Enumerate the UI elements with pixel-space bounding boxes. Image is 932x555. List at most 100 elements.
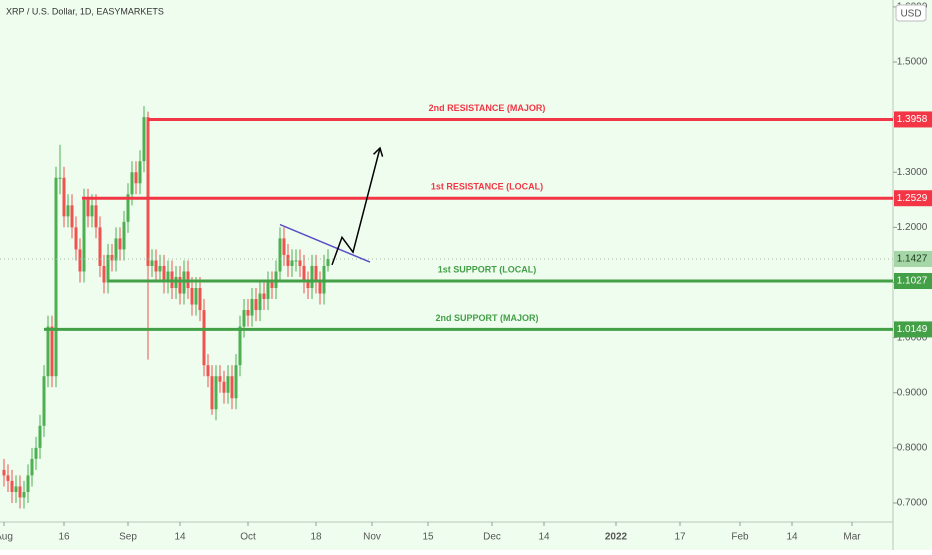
candle-body: [310, 265, 314, 289]
x-tick-label: 17: [674, 532, 686, 543]
x-tick-label: Mar: [843, 532, 861, 543]
candle-body: [22, 491, 26, 498]
candle-body: [198, 288, 202, 311]
level-name: 1st RESISTANCE (LOCAL): [431, 182, 543, 192]
candle-body: [62, 177, 66, 217]
candle-body: [14, 486, 18, 492]
candle-body: [314, 265, 318, 283]
level-name: 1st SUPPORT (LOCAL): [438, 264, 537, 274]
candle-body: [158, 265, 162, 272]
x-tick-label: Dec: [483, 532, 501, 543]
candle-body: [262, 293, 266, 300]
x-tick-label: 2022: [605, 532, 628, 543]
candle-body: [222, 381, 226, 393]
candle-body: [166, 271, 170, 283]
x-tick-label: Aug: [0, 532, 13, 543]
candle-body: [46, 326, 50, 377]
candle-body: [250, 299, 254, 316]
candle-body: [202, 310, 206, 366]
level-price-box: [894, 111, 932, 128]
candle-body: [286, 254, 290, 266]
candle-body: [26, 475, 30, 492]
x-tick-label: 15: [422, 532, 434, 543]
level-name: 2nd RESISTANCE (MAJOR): [429, 103, 546, 113]
currency-badge: [895, 4, 927, 22]
candle-body: [134, 172, 138, 184]
candle-body: [254, 299, 258, 311]
x-tick-label: Sep: [119, 532, 137, 543]
candle-body: [18, 486, 22, 498]
candle-body: [282, 238, 286, 255]
candle-body: [178, 276, 182, 294]
candle-body: [326, 258, 330, 266]
current-price-box: [894, 250, 932, 267]
currency-label: USD: [900, 9, 921, 20]
projection-arrow: [331, 147, 381, 266]
x-tick-label: Oct: [240, 532, 256, 543]
candle-body: [94, 205, 98, 228]
candle-body: [106, 254, 110, 283]
candle-body: [190, 288, 194, 305]
candle-body: [258, 293, 262, 311]
candle-body: [214, 376, 218, 410]
candle-body: [38, 425, 42, 448]
candle-body: [230, 376, 234, 399]
level-price-box: [894, 321, 932, 338]
candle-body: [298, 260, 302, 266]
candle-body: [86, 199, 90, 217]
y-tick-label: 1.3000: [897, 167, 928, 178]
candle-body: [162, 265, 166, 283]
candle-body: [138, 161, 142, 184]
candle-body: [50, 326, 54, 377]
candle-body: [226, 376, 230, 393]
candle-body: [242, 310, 246, 327]
candle-body: [102, 265, 106, 283]
candle-body: [122, 221, 126, 250]
candle-body: [2, 469, 6, 476]
trendline: [279, 223, 371, 263]
candle-body: [306, 282, 310, 289]
candle-body: [154, 260, 158, 272]
level-price-label: 1.0149: [897, 324, 928, 335]
y-tick-label: 0.8000: [897, 443, 928, 454]
candle-body: [206, 365, 210, 377]
candle-body: [246, 310, 250, 316]
candle-body: [74, 227, 78, 250]
level-price-label: 1.2529: [897, 193, 928, 204]
candle-body: [218, 376, 222, 382]
candle-body: [110, 254, 114, 261]
candle-body: [70, 205, 74, 228]
candle-body: [78, 249, 82, 272]
y-tick-label: 0.7000: [897, 498, 928, 509]
candle-body: [194, 288, 198, 305]
x-tick-label: 18: [310, 532, 322, 543]
x-tick-label: 14: [174, 532, 186, 543]
x-tick-label: 16: [58, 532, 70, 543]
x-tick-label: Nov: [363, 532, 381, 543]
candle-body: [234, 365, 238, 399]
x-tick-label: 14: [538, 532, 550, 543]
candle-body: [114, 238, 118, 261]
candle-body: [34, 447, 38, 459]
y-tick-label: 0.9000: [897, 387, 928, 398]
candle-body: [318, 282, 322, 294]
y-tick-label: 1.2000: [897, 222, 928, 233]
candle-body: [90, 205, 94, 217]
candle-body: [130, 172, 134, 195]
candle-body: [270, 282, 274, 289]
level-price-label: 1.1027: [897, 276, 928, 287]
candle-body: [290, 260, 294, 266]
candle-body: [10, 480, 14, 492]
y-tick-label: 1.5000: [897, 57, 928, 68]
candle-body: [54, 177, 58, 377]
level-name: 2nd SUPPORT (MAJOR): [435, 313, 538, 323]
candle-body: [266, 282, 270, 300]
level-price-box: [894, 273, 932, 290]
current-price-label: 1.1427: [897, 254, 928, 265]
candle-body: [58, 177, 62, 179]
candle-body: [238, 326, 242, 366]
candle-body: [118, 238, 122, 250]
